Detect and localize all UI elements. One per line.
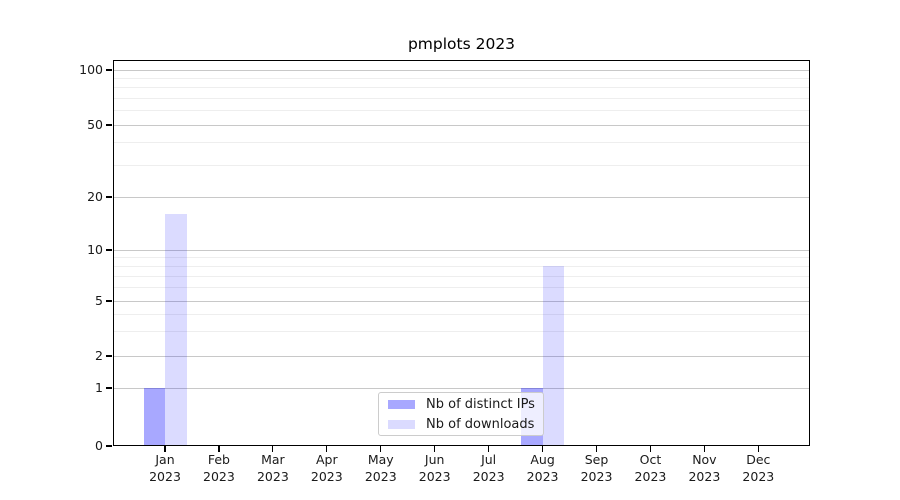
legend-label-distinct-ips: Nb of distinct IPs (426, 396, 535, 412)
plot-area: Nb of distinct IPs Nb of downloads (113, 60, 810, 446)
x-tick-label-Sep: Sep 2023 (580, 452, 613, 484)
x-tick-label-Nov: Nov 2023 (688, 452, 721, 484)
y-tick-label-50: 50 (87, 116, 103, 132)
y-tick-mark-100 (106, 69, 112, 71)
gridline-minor-30 (113, 164, 810, 166)
gridline-major-50 (113, 124, 810, 126)
legend-entry-downloads: Nb of downloads (379, 415, 543, 434)
y-tick-mark-2 (106, 355, 112, 357)
x-tick-label-Feb: Feb 2023 (203, 452, 235, 484)
gridline-major-20 (113, 196, 810, 198)
x-tick-label-Apr: Apr 2023 (310, 452, 343, 484)
y-tick-mark-10 (106, 249, 112, 251)
gridline-major-10 (113, 249, 810, 251)
y-tick-mark-5 (106, 300, 112, 302)
gridline-minor-6 (113, 287, 810, 289)
x-tick-mark-Aug (541, 446, 544, 452)
chart-title: pmplots 2023 (407, 35, 516, 53)
bar-downloads-Jan (165, 214, 187, 446)
legend: Nb of distinct IPs Nb of downloads (378, 392, 544, 436)
x-tick-mark-Jun (434, 446, 436, 452)
y-tick-mark-0 (106, 445, 112, 447)
y-tick-label-5: 5 (95, 292, 103, 308)
y-tick-label-10: 10 (87, 241, 103, 257)
bar-distinct-ips-Jan (143, 388, 165, 446)
x-tick-label-Jul: Jul 2023 (472, 452, 505, 484)
legend-swatch-downloads-icon (388, 419, 415, 429)
gridline-minor-80 (113, 87, 810, 89)
gridline-minor-9 (113, 257, 810, 259)
y-tick-label-1: 1 (95, 379, 103, 395)
x-tick-mark-May (380, 446, 382, 452)
x-tick-label-Jun: Jun 2023 (418, 452, 451, 484)
gridline-minor-8 (113, 265, 810, 267)
x-tick-mark-Apr (326, 446, 328, 452)
plot-layers (113, 60, 810, 446)
gridline-minor-70 (113, 97, 810, 99)
legend-entry-distinct-ips: Nb of distinct IPs (379, 395, 543, 414)
gridline-minor-90 (113, 77, 810, 79)
x-tick-mark-Mar (272, 446, 274, 452)
x-tick-mark-Jan (164, 446, 166, 452)
bar-downloads-Aug (542, 266, 565, 446)
gridline-minor-7 (113, 275, 810, 277)
gridline-major-1 (113, 387, 810, 389)
gridline-minor-3 (113, 331, 810, 333)
y-tick-label-100: 100 (79, 61, 103, 77)
gridline-minor-40 (113, 142, 810, 144)
x-tick-mark-Nov (703, 446, 705, 452)
x-tick-mark-Jul (488, 446, 490, 452)
x-tick-mark-Oct (649, 446, 652, 452)
x-tick-label-Mar: Mar 2023 (256, 452, 289, 484)
legend-label-downloads: Nb of downloads (426, 416, 535, 432)
y-tick-label-0: 0 (95, 437, 103, 453)
y-tick-mark-50 (106, 124, 112, 126)
x-tick-mark-Dec (757, 446, 759, 452)
x-tick-mark-Sep (595, 446, 598, 452)
legend-swatch-distinct-ips-icon (388, 399, 415, 409)
gridline-minor-60 (113, 110, 810, 112)
y-tick-label-20: 20 (87, 188, 103, 204)
x-tick-label-Oct: Oct 2023 (634, 452, 667, 484)
gridline-minor-4 (113, 313, 810, 315)
x-tick-label-Aug: Aug 2023 (526, 452, 559, 484)
y-tick-label-2: 2 (95, 347, 103, 363)
x-tick-label-Jan: Jan 2023 (149, 452, 181, 484)
x-tick-label-May: May 2023 (364, 452, 397, 484)
y-tick-mark-1 (106, 387, 112, 389)
gridline-major-5 (113, 300, 810, 302)
x-tick-mark-Feb (218, 446, 220, 452)
gridline-major-100 (113, 69, 810, 71)
gridline-major-2 (113, 355, 810, 357)
x-tick-label-Dec: Dec 2023 (742, 452, 775, 484)
y-tick-mark-20 (106, 196, 112, 198)
